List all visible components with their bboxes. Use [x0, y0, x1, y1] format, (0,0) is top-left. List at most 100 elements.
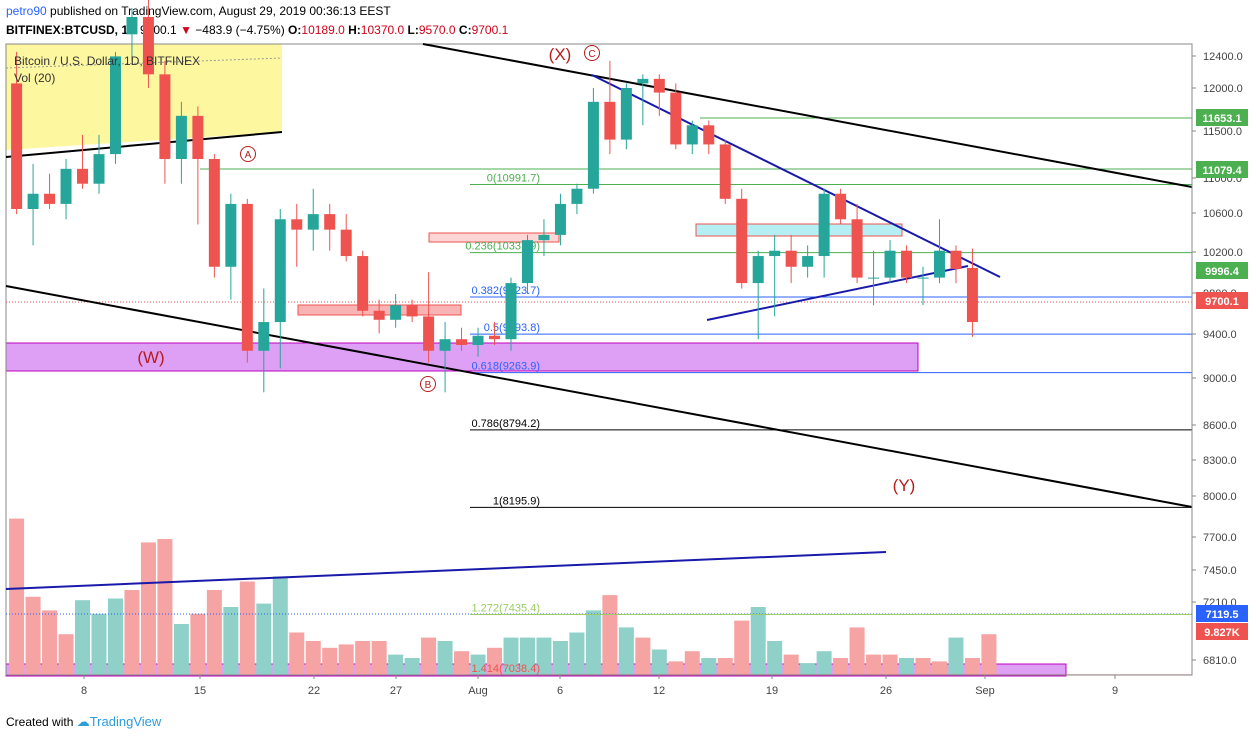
- price-tag-label: 9996.4: [1205, 266, 1240, 278]
- candle-body: [686, 125, 698, 145]
- price-tick-label: 12400.0: [1203, 51, 1243, 63]
- candle-body: [670, 92, 682, 145]
- volume-bar: [58, 634, 74, 675]
- time-tick-label: 19: [766, 685, 778, 697]
- volume-bar: [569, 632, 585, 675]
- candle-body: [802, 256, 814, 267]
- volume-bar: [437, 641, 453, 675]
- volume-bar: [618, 627, 634, 675]
- candle-body: [538, 234, 550, 241]
- price-tag: [1196, 109, 1248, 126]
- candle-body: [406, 305, 418, 317]
- cyan-zone: [695, 223, 903, 237]
- volume-bar: [25, 596, 41, 675]
- fib-level-label: 0(10991.7): [487, 173, 540, 185]
- lower-channel-line: [5, 285, 1193, 508]
- candle-body: [373, 310, 385, 320]
- fib-level-label: 1(8195.9): [493, 495, 540, 507]
- candle-body: [439, 339, 451, 351]
- volume-bar: [651, 649, 667, 675]
- tradingview-brand[interactable]: TradingView: [89, 714, 162, 729]
- wave-label-b: B: [425, 380, 432, 391]
- candle-body: [521, 240, 533, 284]
- volume-bar: [717, 658, 733, 675]
- wave-circle-b: [420, 376, 436, 392]
- wave-label-c: C: [588, 49, 595, 60]
- volume-bar: [635, 637, 651, 675]
- pink-zone: [428, 232, 560, 243]
- candle-body: [159, 74, 171, 159]
- volume-bar: [454, 651, 470, 675]
- open-value: 10189.0: [301, 23, 345, 37]
- volume-bar: [190, 613, 206, 675]
- volume-bar: [140, 542, 156, 675]
- fib-level-label: 0.618(9263.9): [472, 361, 541, 373]
- candle-body: [752, 256, 764, 284]
- candle-body: [933, 250, 945, 278]
- price-tag: [1196, 623, 1248, 640]
- candle-body: [884, 250, 896, 278]
- volume-bar: [355, 641, 371, 675]
- volume-bar: [701, 658, 717, 675]
- candle-body: [357, 256, 369, 311]
- price-tick-label: 7700.0: [1203, 532, 1237, 544]
- volume-bar: [882, 654, 898, 675]
- candle-body: [456, 339, 468, 345]
- wave-label-y: (Y): [893, 476, 916, 495]
- volume-bar: [9, 518, 25, 675]
- volume-bar: [75, 600, 91, 675]
- wave-circle-a: [240, 146, 256, 162]
- time-tick-label: 26: [880, 685, 892, 697]
- volume-bar: [602, 595, 618, 675]
- volume-bar: [585, 610, 601, 675]
- price-tag-label: 9.827K: [1204, 627, 1240, 639]
- volume-bar: [783, 654, 799, 675]
- candle-body: [340, 229, 352, 257]
- candle-body: [901, 250, 913, 278]
- close-label: C:: [458, 23, 472, 37]
- candle-body: [44, 193, 56, 204]
- candle-body: [835, 193, 847, 220]
- candle-body: [291, 219, 303, 230]
- candle-body: [93, 154, 105, 184]
- candle-body: [390, 305, 402, 320]
- volume-bar: [800, 663, 816, 675]
- volume-bar: [964, 658, 980, 675]
- symbol-label: BITFINEX:BTCUSD, 1D: [6, 23, 137, 37]
- candle-body: [109, 56, 121, 155]
- ohlc-line: BITFINEX:BTCUSD, 1D 9700.1 ▼ −483.9 (−4.…: [6, 23, 508, 37]
- volume-bar: [503, 637, 519, 675]
- price-tick-label: 8300.0: [1203, 455, 1237, 467]
- candle-body: [274, 219, 286, 323]
- fib-level-label: 1.272(7435.4): [472, 603, 541, 615]
- candle-body: [423, 316, 435, 351]
- candle-body: [653, 78, 665, 93]
- volume-bar: [470, 654, 486, 675]
- author-link[interactable]: petro90: [6, 4, 47, 18]
- volume-bar: [552, 641, 568, 675]
- volume-bar: [421, 637, 437, 675]
- volume-bar: [487, 647, 503, 675]
- price-tick-label: 10600.0: [1203, 208, 1243, 220]
- candle-body: [966, 267, 978, 323]
- volume-bar: [849, 627, 865, 675]
- wave-circle-c: [584, 45, 600, 61]
- yellow-zone-trendline: [5, 131, 283, 158]
- volume-bar: [107, 598, 123, 675]
- candle-body: [571, 188, 583, 204]
- tradingview-logo-icon[interactable]: ☁: [76, 714, 90, 729]
- candle-body: [785, 250, 797, 267]
- candle-body: [225, 203, 237, 267]
- volume-bar: [305, 641, 321, 675]
- candle-body: [818, 193, 830, 257]
- yellow-zone: [6, 44, 282, 150]
- candle-body: [505, 283, 517, 340]
- candle-body: [307, 214, 319, 230]
- low-label: L:: [407, 23, 419, 37]
- candle-body: [142, 17, 154, 75]
- legend-title: Bitcoin / U.S. Dollar, 1D, BITFINEX: [14, 54, 200, 68]
- volume-bar: [750, 607, 766, 675]
- candle-body: [950, 250, 962, 269]
- candle-body: [604, 101, 616, 140]
